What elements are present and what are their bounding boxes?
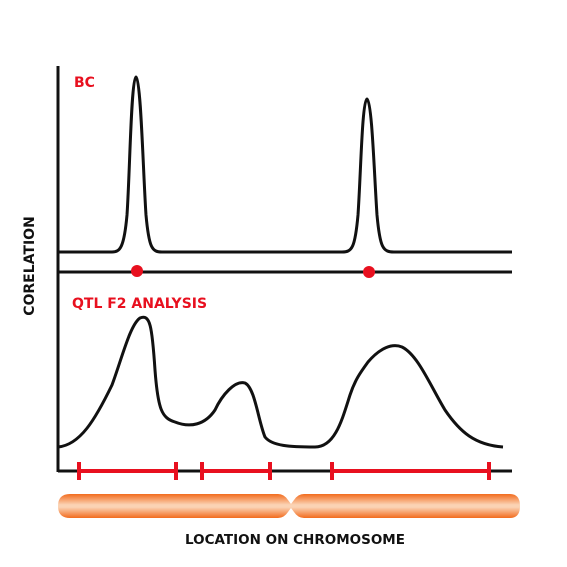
- chromosome-bar: [58, 494, 520, 518]
- bc-marker-dot: [363, 266, 375, 278]
- bc-marker-dot: [131, 265, 143, 277]
- qtl-interval: [330, 462, 491, 480]
- bc-label: BC: [74, 75, 95, 91]
- qtl-f2-label: QTL F2 ANALYSIS: [72, 296, 207, 312]
- qtl-f2-curve: [57, 315, 504, 449]
- y-axis-label: CORELATION: [22, 216, 38, 316]
- bc-curve: [58, 75, 512, 254]
- x-axis-label: LOCATION ON CHROMOSOME: [185, 532, 405, 548]
- qtl-interval-bars: [77, 462, 491, 480]
- qtl-interval: [77, 462, 178, 480]
- qtl-interval: [200, 462, 272, 480]
